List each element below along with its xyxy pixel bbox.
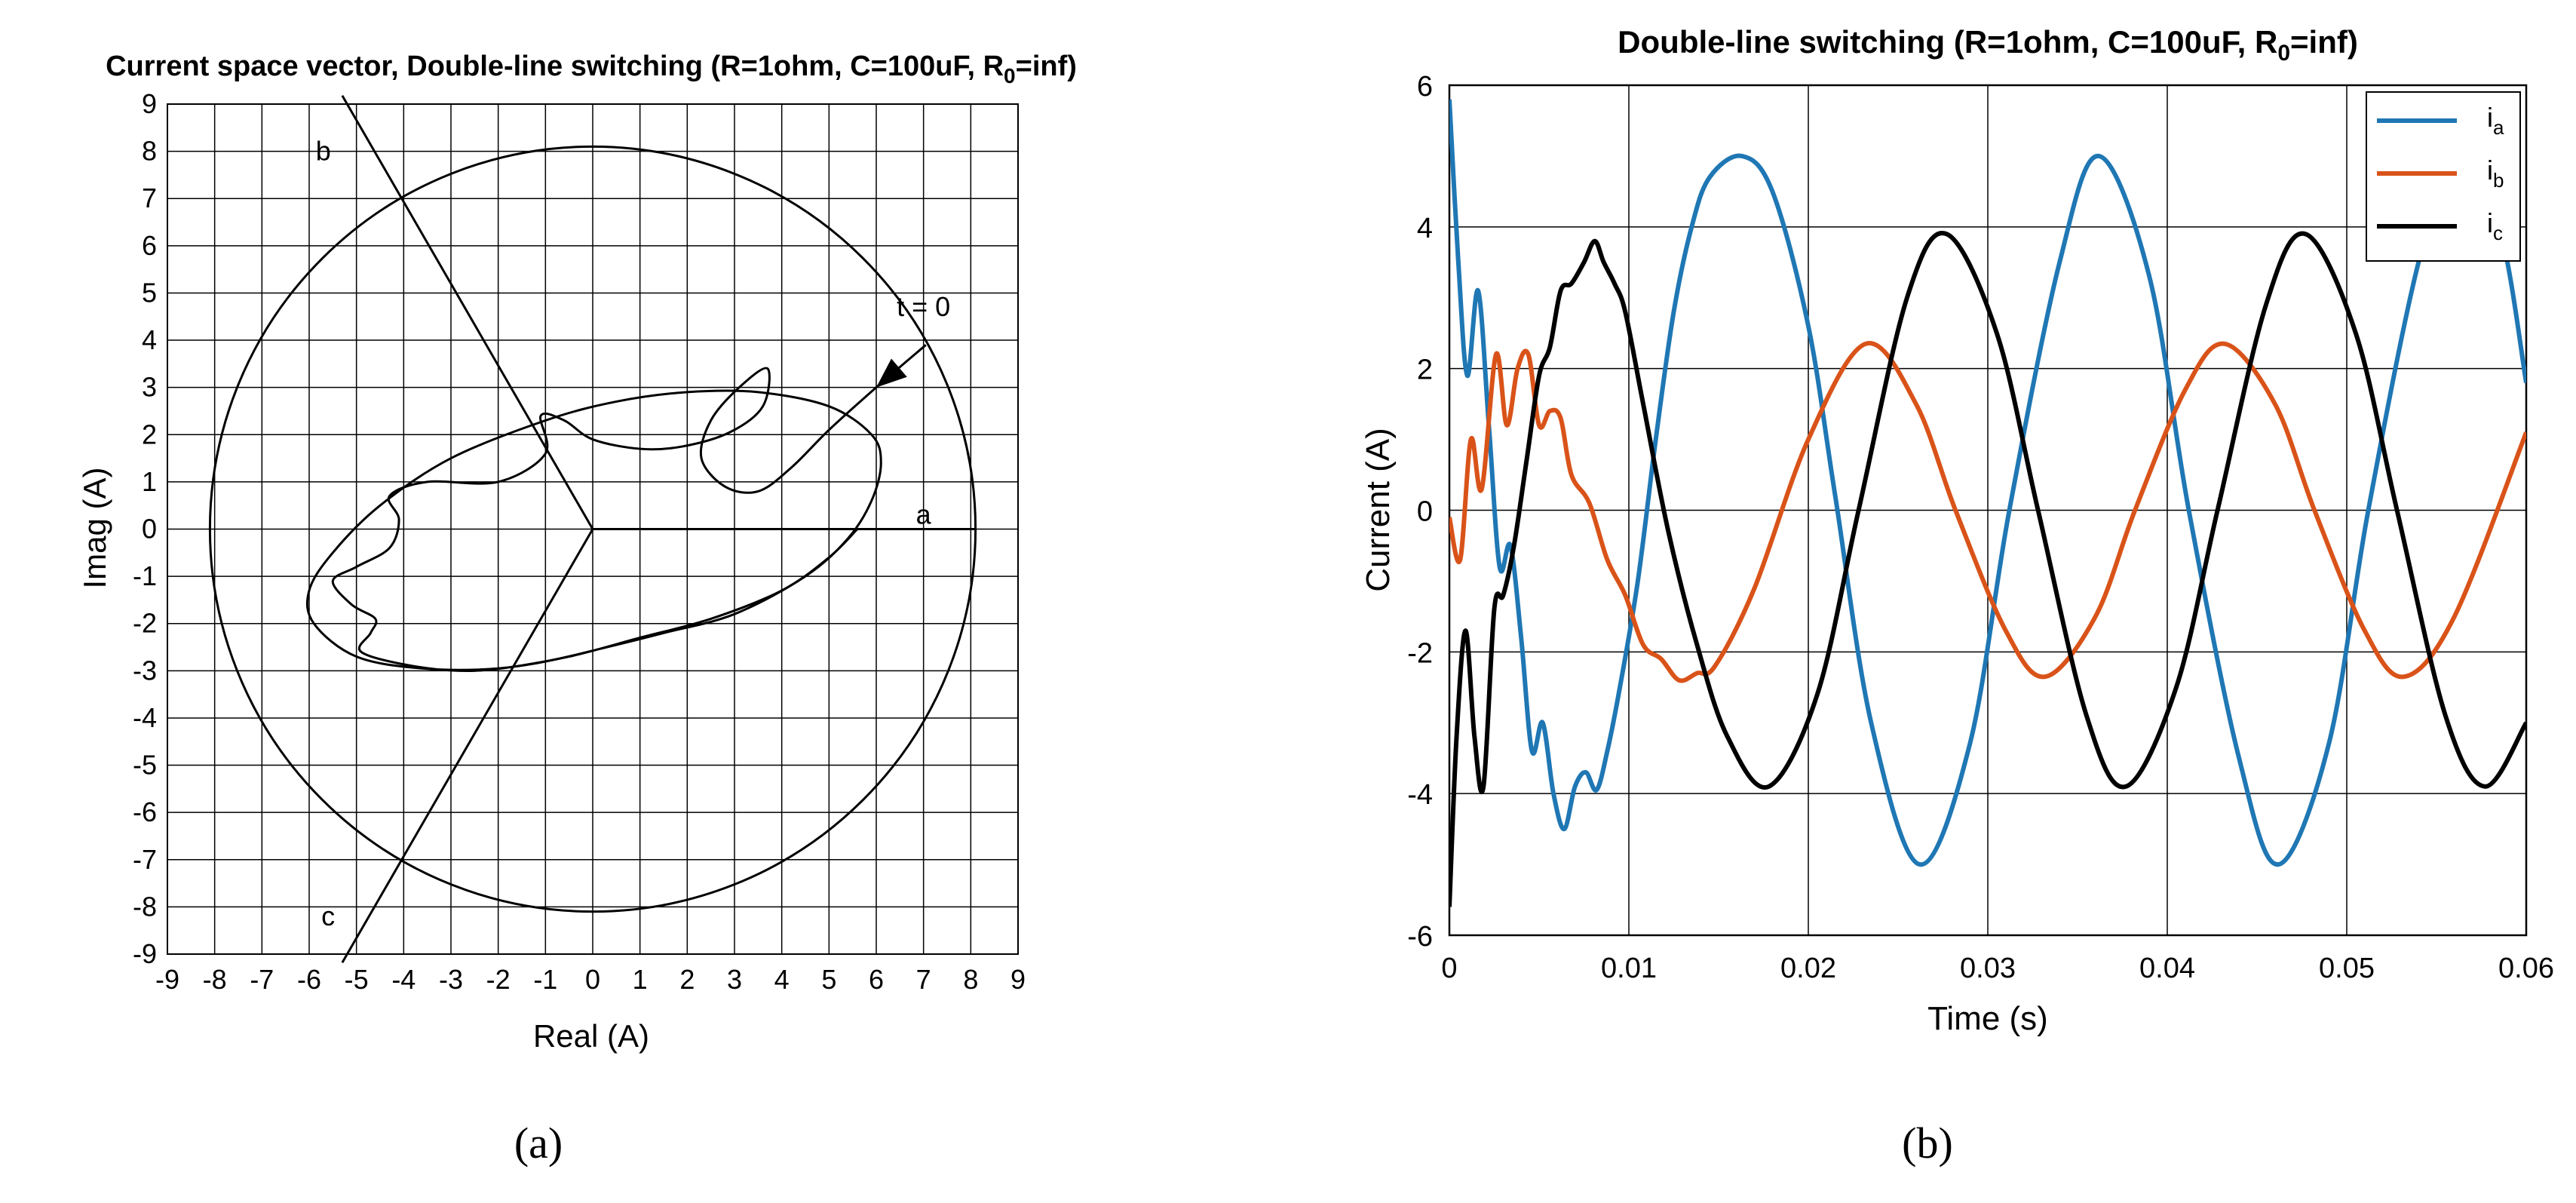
x-tick-label: 2 bbox=[679, 964, 695, 995]
x-tick-label: 6 bbox=[869, 964, 884, 995]
panel-label-b: (b) bbox=[1902, 1119, 1953, 1168]
x-tick-label: 0.06 bbox=[2498, 953, 2554, 984]
legend-entry: ic bbox=[2487, 207, 2503, 244]
x-tick-label: -9 bbox=[155, 964, 179, 995]
x-tick-label: 9 bbox=[1010, 964, 1026, 995]
y-tick-label: -3 bbox=[133, 655, 157, 686]
series-line-ib bbox=[1449, 341, 2526, 683]
tick-labels: 0 0.01 0.02 0.03 0.04 0.05 0.06 6 4 2 0 -2 -4 -6 bbox=[1407, 71, 2554, 984]
y-tick-label: -4 bbox=[1407, 779, 1433, 811]
plot-frame bbox=[167, 103, 1019, 955]
plot-lines bbox=[1449, 99, 2526, 907]
y-tick-label: 6 bbox=[1417, 71, 1433, 103]
x-tick-label: 0.01 bbox=[1601, 953, 1657, 984]
x-tick-label: -8 bbox=[203, 964, 227, 995]
x-tick-label: 0.03 bbox=[1960, 953, 2016, 984]
y-axis-label: Imag (A) bbox=[77, 467, 112, 588]
panel-label-a: (a) bbox=[514, 1119, 563, 1168]
x-tick-label: -5 bbox=[345, 964, 369, 995]
y-tick-label: -5 bbox=[133, 750, 157, 781]
x-tick-label: 4 bbox=[774, 964, 790, 995]
y-tick-label: 0 bbox=[142, 514, 157, 545]
x-tick-label: 0.04 bbox=[2139, 953, 2195, 984]
y-tick-label: 6 bbox=[142, 230, 157, 261]
x-tick-label: -7 bbox=[250, 964, 274, 995]
y-tick-label: 8 bbox=[142, 136, 157, 167]
plot-lines bbox=[208, 94, 977, 964]
y-tick-label: -8 bbox=[133, 891, 157, 922]
space-vector-chart: Current space vector, Double-line switch… bbox=[77, 51, 1077, 1168]
y-tick-label: -6 bbox=[1407, 921, 1433, 953]
grid bbox=[1448, 84, 2528, 937]
y-tick-label: -2 bbox=[1407, 637, 1433, 669]
x-tick-label: 7 bbox=[916, 964, 931, 995]
x-tick-label: 0.02 bbox=[1780, 953, 1836, 984]
space-vector-trajectory bbox=[305, 344, 927, 673]
x-tick-label: 0 bbox=[585, 964, 600, 995]
x-tick-label: 0 bbox=[1441, 953, 1457, 984]
series-line-ic bbox=[1449, 231, 2526, 907]
x-axis-label: Time (s) bbox=[1927, 1000, 2048, 1037]
annotation-label: b bbox=[316, 136, 331, 167]
x-tick-label: -4 bbox=[391, 964, 416, 995]
start-arrow-head bbox=[876, 358, 907, 388]
series-line-ia bbox=[1449, 99, 2526, 867]
tick-labels: -9 -8 -7 -6 -5 -4 -3 -2 -1 0 1 2 3 4 5 6 7 8 99876543210-1… bbox=[133, 88, 1026, 995]
y-tick-label: 9 bbox=[142, 88, 157, 119]
x-tick-label: -2 bbox=[486, 964, 511, 995]
y-tick-label: -4 bbox=[133, 702, 157, 733]
y-tick-label: 1 bbox=[142, 466, 157, 497]
x-axis-label: Real (A) bbox=[533, 1018, 649, 1054]
y-tick-label: -2 bbox=[133, 608, 157, 639]
phase-axis-c bbox=[341, 528, 594, 964]
annotation-label: c bbox=[321, 901, 335, 931]
y-tick-label: 2 bbox=[1417, 354, 1433, 386]
legend-entry: ia bbox=[2487, 102, 2504, 139]
x-tick-label: -1 bbox=[533, 964, 557, 995]
x-tick-label: 5 bbox=[821, 964, 836, 995]
y-tick-label: -9 bbox=[133, 938, 157, 969]
y-tick-label: 3 bbox=[142, 372, 157, 403]
y-tick-label: 0 bbox=[1417, 496, 1433, 528]
legend: ia ib ic bbox=[2366, 91, 2521, 262]
x-tick-label: 1 bbox=[633, 964, 648, 995]
plot-frame bbox=[1448, 84, 2528, 937]
annotation-label: a bbox=[916, 499, 932, 530]
annotations: a b c t = 0 bbox=[316, 136, 950, 931]
y-tick-label: 4 bbox=[142, 324, 157, 355]
x-tick-label: -3 bbox=[439, 964, 463, 995]
y-tick-label: 5 bbox=[142, 277, 157, 308]
y-tick-label: -6 bbox=[133, 796, 157, 827]
y-tick-label: -7 bbox=[133, 844, 157, 875]
x-tick-label: 8 bbox=[963, 964, 978, 995]
y-tick-label: 2 bbox=[142, 419, 157, 450]
x-tick-label: 0.05 bbox=[2319, 953, 2375, 984]
chart-title: Double-line switching (R=1ohm, C=100uF, … bbox=[1618, 24, 2358, 66]
x-tick-label: 3 bbox=[727, 964, 742, 995]
y-tick-label: -1 bbox=[133, 560, 157, 591]
current-vs-time-chart: Double-line switching (R=1ohm, C=100uF, … bbox=[1360, 24, 2554, 1168]
phase-axis-b bbox=[341, 94, 594, 530]
y-tick-label: 4 bbox=[1417, 213, 1433, 244]
y-tick-label: 7 bbox=[142, 183, 157, 213]
chart-title: Current space vector, Double-line switch… bbox=[106, 51, 1077, 87]
annotation-label: t = 0 bbox=[897, 291, 950, 322]
x-tick-label: -6 bbox=[297, 964, 321, 995]
legend-entry: ib bbox=[2487, 155, 2504, 192]
y-axis-label: Current (A) bbox=[1360, 428, 1397, 592]
